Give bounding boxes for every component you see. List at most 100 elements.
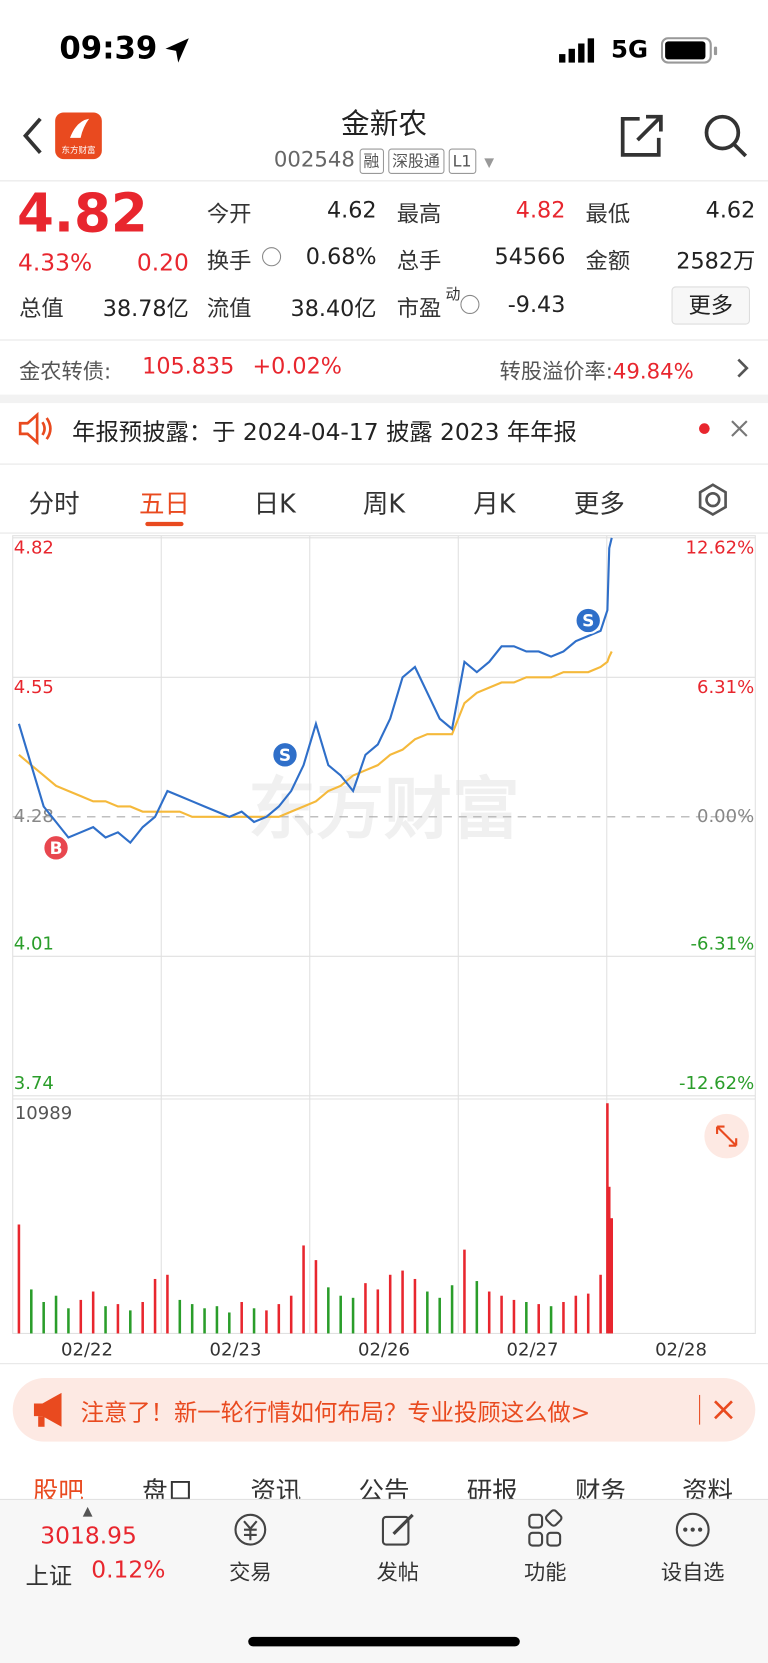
volume-bar (141, 1302, 144, 1334)
price-line (17, 537, 613, 845)
y2-tick-label: 12.62% (686, 537, 755, 558)
stat-label: 最高 (396, 201, 442, 228)
x-tick-label: 02/27 (507, 1339, 559, 1360)
nav-icon[interactable] (229, 1508, 271, 1550)
ad-banner[interactable]: 注意了！新一轮行情如何布局？专业投顾这么做> (12, 1377, 756, 1442)
tab[interactable]: 分时 (28, 489, 80, 519)
volume-bar (67, 1308, 70, 1334)
close-notice[interactable] (730, 419, 749, 438)
divider (0, 339, 768, 341)
expand-button[interactable] (704, 1113, 749, 1159)
trade-marker-label: B (50, 839, 63, 859)
tab[interactable]: 五日 (138, 489, 190, 519)
y2-tick-label: 6.31% (697, 677, 754, 698)
y-tick-label: 4.55 (14, 677, 54, 698)
stat-value: 4.82 (515, 197, 566, 223)
tab-underline (145, 521, 184, 527)
tab[interactable]: 月K (473, 489, 516, 519)
app-logo: 东方财富 (55, 112, 102, 160)
x-tick-label: 02/22 (61, 1339, 113, 1360)
y2-tick-label: 0.00% (697, 806, 754, 827)
volume-bar (228, 1312, 231, 1334)
divider (0, 463, 768, 465)
logo-text: 东方财富 (61, 145, 96, 155)
share-button[interactable] (618, 112, 665, 159)
volume-bar (30, 1289, 33, 1334)
status-time: 09:39 (59, 29, 158, 66)
average-line (18, 651, 613, 818)
volume-bar (512, 1299, 516, 1334)
y2-tick-label: -6.31% (690, 934, 754, 955)
divider (0, 1363, 768, 1365)
nav-icon[interactable] (377, 1508, 419, 1550)
index-value[interactable]: 3018.95 (40, 1523, 137, 1550)
volume-bar (610, 1218, 614, 1334)
premium-label-text: 转股溢价率: (499, 358, 613, 385)
tags: 融深股通 L1 (355, 146, 476, 174)
volume-bar (302, 1245, 305, 1334)
y-tick-label: 4.28 (14, 806, 54, 827)
unread-dot (699, 423, 710, 434)
volume-bar (190, 1304, 194, 1334)
tab[interactable]: 日K (253, 489, 296, 519)
tab[interactable]: 更多 (573, 489, 625, 519)
volume-bar (586, 1293, 590, 1334)
change-amount: 0.20 (136, 250, 189, 277)
bond-label: 金农转债: (19, 358, 112, 385)
stat-value: 54566 (494, 243, 566, 270)
y-tick-label: 4.82 (14, 537, 54, 558)
nav-label[interactable]: 设自选 (660, 1559, 725, 1585)
volume-bar (364, 1283, 367, 1334)
volume-bar (606, 1103, 609, 1334)
volume-bar (289, 1295, 293, 1334)
volume-bar (463, 1249, 466, 1334)
volume-bar (549, 1306, 553, 1334)
settings-button[interactable] (695, 482, 731, 518)
nav-icon[interactable] (524, 1508, 566, 1550)
volume-bar (475, 1281, 479, 1334)
back-button[interactable] (17, 115, 49, 157)
stat-label: 总值 (19, 295, 64, 322)
volume-bar (17, 1224, 21, 1334)
stock-name: 金新农 (341, 108, 427, 142)
volume-bar (413, 1278, 417, 1334)
change-percent: 4.33% (18, 250, 93, 277)
volume-bar (178, 1299, 182, 1334)
stat-label: 总手 (396, 248, 442, 274)
stat-label-sup: 动 (445, 286, 461, 304)
divider (0, 532, 768, 534)
watermark: 东方财富 (248, 771, 520, 850)
volume-bar (351, 1297, 355, 1334)
stat-label: 今开 (206, 201, 252, 228)
ad-separator (699, 1394, 701, 1425)
tab[interactable]: 周K (362, 489, 406, 519)
stat-label: 金额 (585, 248, 631, 274)
dropdown-arrow: ▼ (484, 154, 495, 170)
stat-value: 4.62 (705, 197, 756, 223)
nav-label[interactable]: 功能 (524, 1559, 567, 1585)
chevron[interactable] (734, 356, 751, 379)
ad-close[interactable] (713, 1399, 734, 1420)
chart-frame (12, 535, 756, 1334)
stat-label: 流值 (206, 295, 252, 322)
volume-bar (240, 1302, 243, 1334)
search-button[interactable] (702, 112, 749, 159)
more-button[interactable]: 更多 (671, 286, 750, 325)
volume-bar (314, 1260, 318, 1334)
stat-label: 最低 (585, 201, 631, 228)
volume-bar (79, 1299, 83, 1334)
volume-bar (537, 1304, 540, 1334)
volume-bar (500, 1295, 503, 1334)
tag: 融 (359, 148, 384, 174)
nav-label[interactable]: 发帖 (376, 1559, 420, 1585)
volume-bar (252, 1308, 256, 1334)
stat-value: -9.43 (507, 291, 566, 318)
divider (0, 180, 768, 182)
nav-icon[interactable] (671, 1508, 713, 1550)
premium-value: 49.84% (612, 358, 694, 385)
volume-bar (426, 1291, 429, 1334)
nav-label[interactable]: 交易 (229, 1559, 272, 1585)
notice-text[interactable]: 年报预披露：于 2024-04-17 披露 2023 年年报 (72, 420, 577, 447)
trade-marker-label: S (279, 746, 291, 766)
y-tick-label: 4.01 (14, 934, 54, 955)
